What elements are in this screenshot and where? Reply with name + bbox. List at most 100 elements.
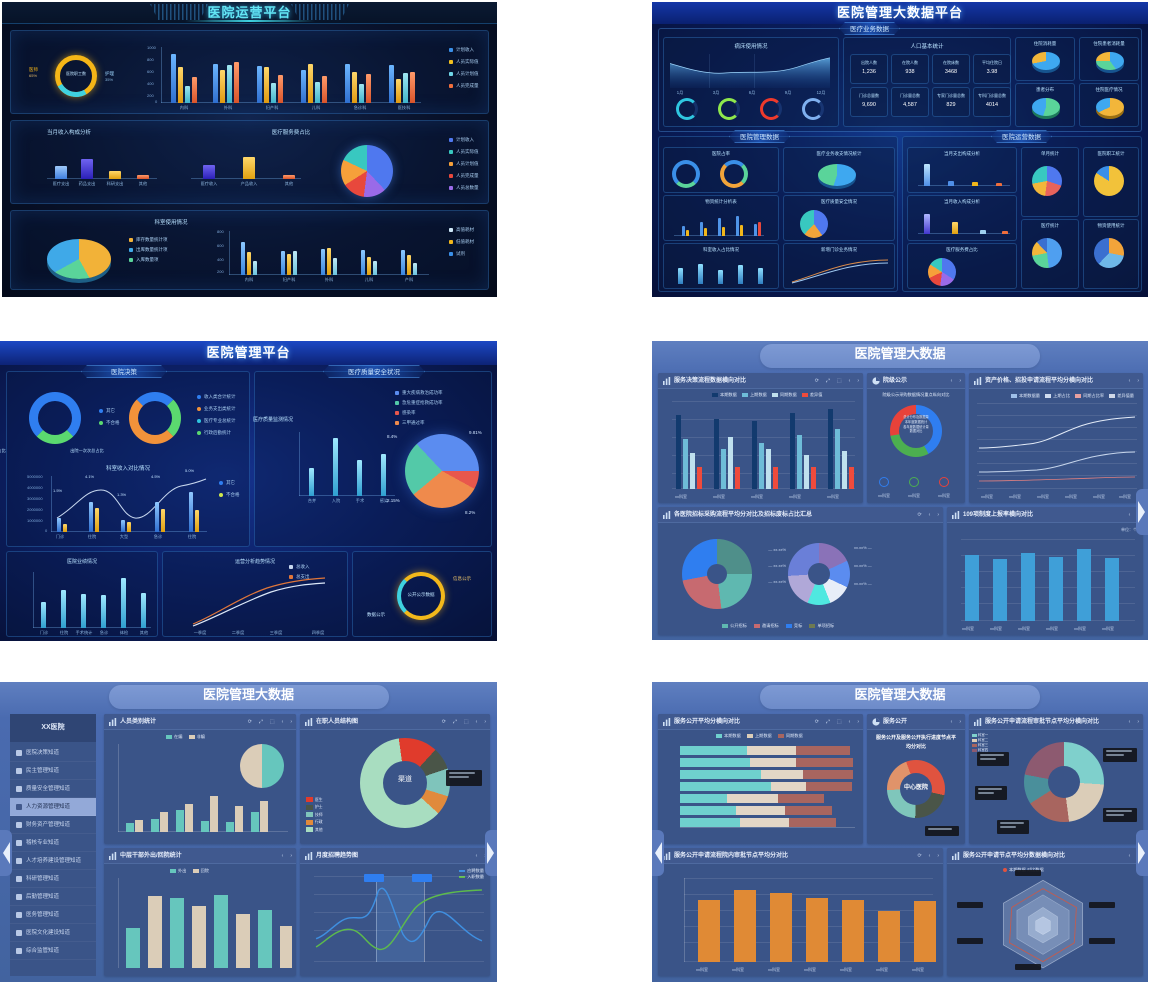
- panel-bigdata-hr[interactable]: 医院管理大数据 XX医院 医院决策知道 民主管理知道 质量安全管理知道 人力资源…: [0, 682, 497, 982]
- card-header-buttons[interactable]: ‹ ›: [1129, 714, 1139, 730]
- sidebar[interactable]: XX医院 医院决策知道 民主管理知道 质量安全管理知道 人力资源管理知道 财务资…: [10, 714, 96, 976]
- card-approval-node-donut[interactable]: 服务公开申请流程审批节点平均分横向对比 ‹ › 科室一 科室二 科室三 科室四: [969, 714, 1143, 844]
- panel-bigdata-service-disclosure[interactable]: 医院管理大数据 服务公开平均分横向对比 ⟳ ⤢ ⬚ ‹ › 本期数据 上期数据 …: [652, 682, 1148, 982]
- next-icon[interactable]: ›: [959, 378, 961, 384]
- prev-icon[interactable]: ‹: [1128, 512, 1131, 518]
- sidebar-item-1[interactable]: 民主管理知道: [10, 762, 96, 780]
- prev-icon[interactable]: ‹: [1128, 378, 1131, 384]
- sidebar-item-7[interactable]: 科研管理知道: [10, 870, 96, 888]
- card-header-buttons[interactable]: ⟳ ⤢ ⬚ ‹ ›: [815, 373, 859, 389]
- panel-hospital-management-platform[interactable]: 医院管理平台 医院决策 门诊一次次总占比 其它 不合格 出院一次次总占比 收入类…: [0, 341, 497, 641]
- panel-hospital-bigdata-platform[interactable]: 医院管理大数据平台 医疗业务数据 病床使用情况 1月 3月 6月 9月 12月: [652, 2, 1148, 297]
- refresh-icon[interactable]: ⟳: [247, 719, 252, 725]
- next-icon[interactable]: ›: [857, 378, 859, 384]
- card-service-disclosure-compare[interactable]: 服务公开平均分横向对比 ⟳ ⤢ ⬚ ‹ › 本期数据 上期数据 同期数据: [658, 714, 863, 844]
- next-icon[interactable]: ›: [959, 719, 961, 725]
- card-tender-summary[interactable]: 各医院招标采购流程平均分对比及招标废标占比汇总 ⟳ ‹ › — xx.xx% —…: [658, 507, 943, 635]
- next-icon[interactable]: ›: [484, 719, 486, 725]
- refresh-icon[interactable]: ⟳: [917, 512, 922, 518]
- refresh-icon[interactable]: ⟳: [814, 719, 819, 725]
- card-service-decision-compare[interactable]: 服务决策流程数据横向对比 ⟳ ⤢ ⬚ ‹ › 本期数据 上期数据 同期数据 差异…: [658, 373, 863, 503]
- sidebar-item-0[interactable]: 医院决策知道: [10, 744, 96, 762]
- next-page-arrow[interactable]: [485, 830, 497, 876]
- xlabel: xx科室: [1074, 626, 1086, 631]
- card-radar-node-compare[interactable]: 服务公开申请节点平均分数据横向对比 ‹ › 本期数据 对比数据: [947, 848, 1143, 976]
- grid-icon[interactable]: ⬚: [836, 378, 842, 384]
- sidebar-item-2[interactable]: 质量安全管理知道: [10, 780, 96, 798]
- grid-icon[interactable]: ⬚: [463, 719, 469, 725]
- prev-page-arrow[interactable]: [652, 830, 664, 876]
- sidebar-item-4[interactable]: 财务资产管理知道: [10, 816, 96, 834]
- refresh-icon[interactable]: ⟳: [814, 378, 819, 384]
- card-header-buttons[interactable]: ⟳ ‹ ›: [917, 507, 939, 523]
- prev-icon[interactable]: ‹: [848, 719, 851, 725]
- card-asset-price-trend[interactable]: 资产价格、招投申请流程平均分横向对比 ‹ › 本期数据量 上期占比 同期占比率 …: [969, 373, 1143, 503]
- panel6-header: 医院管理大数据: [652, 682, 1148, 712]
- expand-icon[interactable]: ⤢: [258, 719, 263, 725]
- card-institution-disclosure[interactable]: 院级公示 ‹ › 院级公示采购数据情况重点纵向对比 总计分布及数据量 本年度数据…: [867, 373, 965, 503]
- next-icon[interactable]: ›: [290, 853, 292, 859]
- sidebar-item-5[interactable]: 稽核专业知道: [10, 834, 96, 852]
- card-header-buttons[interactable]: ⟳ ⤢ ⬚ ‹ ›: [248, 714, 292, 730]
- grid-icon[interactable]: ⬚: [269, 719, 275, 725]
- mini-legend: 科室一 科室二 科室三 科室四: [972, 733, 988, 753]
- prev-icon[interactable]: ‹: [281, 853, 284, 859]
- chart-icon: [16, 768, 22, 774]
- xlabel: 门诊: [39, 630, 49, 635]
- sidebar-item-6[interactable]: 人才培养建设管理知道: [10, 852, 96, 870]
- panel-hospital-operation-platform[interactable]: 医院运营平台 医院职工数 医院职工数 医师 65% 护理 35% 1000 80…: [2, 2, 497, 297]
- card-pie-d: 住院医疗情况: [1079, 83, 1139, 127]
- card-monthly-recruitment[interactable]: 月度招聘趋势图 ‹ › 应聘数量 入职数量: [300, 848, 490, 976]
- sidebar-item-11[interactable]: 综合监管知道: [10, 942, 96, 960]
- card-header-buttons[interactable]: ⟳ ⤢ ⬚ ‹ ›: [815, 714, 859, 730]
- card-header-buttons[interactable]: ⟳ ‹ ›: [917, 848, 939, 864]
- next-icon[interactable]: ›: [937, 512, 939, 518]
- prev-icon[interactable]: ‹: [928, 853, 931, 859]
- prev-icon[interactable]: ‹: [928, 512, 931, 518]
- card-109-system-report[interactable]: 109项制度上报率横向对比 ‹ › 单位：个 xx科室 xx科室 xx科室 xx…: [947, 507, 1143, 635]
- grid-icon[interactable]: ⬚: [836, 719, 842, 725]
- prev-icon[interactable]: ‹: [1128, 853, 1131, 859]
- expand-icon[interactable]: ⤢: [452, 719, 457, 725]
- next-icon[interactable]: ›: [857, 719, 859, 725]
- card-title: 服务公开申请流程院内审批节点平均分对比: [674, 853, 789, 859]
- card-header-buttons[interactable]: ‹ ›: [282, 848, 292, 864]
- prev-icon[interactable]: ‹: [475, 719, 478, 725]
- card-header-buttons[interactable]: ‹ ›: [951, 714, 961, 730]
- prev-icon[interactable]: ‹: [1128, 719, 1131, 725]
- card-service-disclosure-donut[interactable]: 服务公开 ‹ › 服务公开及服务公开执行进度节点平均分对比 中心医院: [867, 714, 965, 844]
- next-icon[interactable]: ›: [1137, 719, 1139, 725]
- card-title: 月度招聘趋势图: [316, 853, 359, 859]
- sidebar-item-8[interactable]: 后勤管理知道: [10, 888, 96, 906]
- prev-icon[interactable]: ‹: [950, 719, 953, 725]
- card-header-buttons[interactable]: ‹ ›: [951, 373, 961, 389]
- sidebar-item-label: 人才培养建设管理知道: [26, 858, 82, 864]
- card-header-buttons[interactable]: ‹ ›: [1129, 373, 1139, 389]
- next-icon[interactable]: ›: [290, 719, 292, 725]
- expand-icon[interactable]: ⤢: [825, 719, 830, 725]
- panel-bigdata-service-decision[interactable]: 医院管理大数据 服务决策流程数据横向对比 ⟳ ⤢ ⬚ ‹ › 本期数据 上期数据…: [652, 341, 1148, 640]
- next-icon[interactable]: ›: [1137, 378, 1139, 384]
- card-onduty-structure[interactable]: 在职人员结构图 ⟳ ⤢ ⬚ ‹ › 渠道 医生 护士 技师 行政 其他: [300, 714, 490, 844]
- next-icon[interactable]: ›: [937, 853, 939, 859]
- next-page-arrow[interactable]: [1136, 830, 1148, 876]
- expand-icon[interactable]: ⤢: [825, 378, 830, 384]
- donut-callout: xx.xx% —: [854, 545, 872, 550]
- refresh-icon[interactable]: ⟳: [441, 719, 446, 725]
- prev-icon[interactable]: ‹: [848, 378, 851, 384]
- bar-chart-icon: [305, 718, 313, 726]
- refresh-icon[interactable]: ⟳: [917, 853, 922, 859]
- card-personnel-category[interactable]: 人员类别统计 ⟳ ⤢ ⬚ ‹ › 在编 非编: [104, 714, 296, 844]
- card-cadre-outgoing[interactable]: 中层干部外出/回院统计 ‹ › 外出 回院: [104, 848, 296, 976]
- sidebar-item-3[interactable]: 人力资源管理知道: [10, 798, 96, 816]
- card-header-buttons[interactable]: ⟳ ⤢ ⬚ ‹ ›: [442, 714, 486, 730]
- prev-page-arrow[interactable]: [0, 830, 12, 876]
- card-internal-approval-bars[interactable]: 服务公开申请流程院内审批节点平均分对比 ⟳ ‹ › xx科室 xx科室 xx科: [658, 848, 943, 976]
- prev-icon[interactable]: ‹: [475, 853, 478, 859]
- prev-icon[interactable]: ‹: [281, 719, 284, 725]
- card-op-income: 当月收入构成分析: [907, 195, 1017, 241]
- next-page-arrow[interactable]: [1136, 489, 1148, 535]
- sidebar-item-9[interactable]: 医务管理知道: [10, 906, 96, 924]
- sidebar-item-10[interactable]: 医院文化建设知道: [10, 924, 96, 942]
- prev-icon[interactable]: ‹: [950, 378, 953, 384]
